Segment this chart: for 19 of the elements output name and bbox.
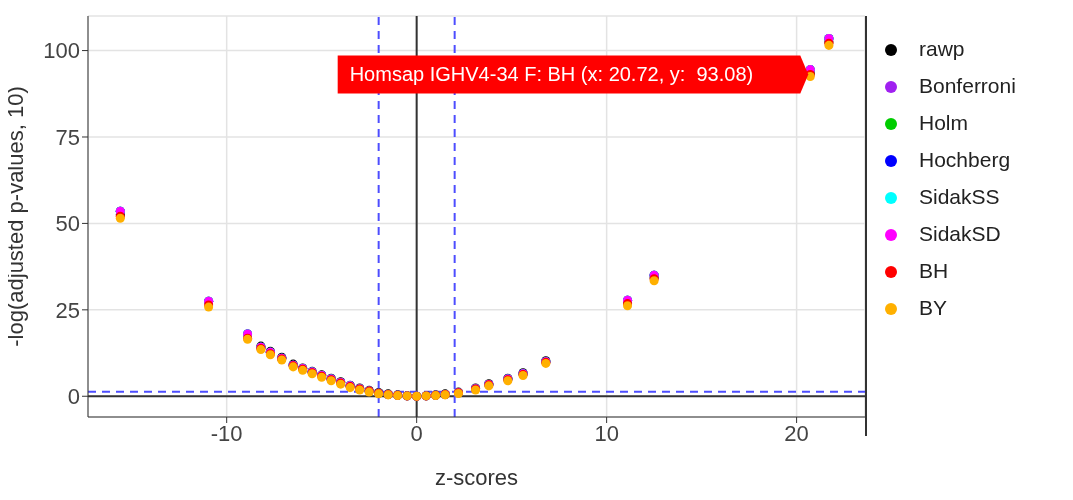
x-axis-title: z-scores bbox=[434, 465, 519, 490]
legend-label: rawp bbox=[919, 37, 965, 60]
x-tick-label: 20 bbox=[784, 420, 809, 446]
legend-label: Hochberg bbox=[919, 148, 1011, 171]
x-tick-label: 0 bbox=[410, 420, 423, 446]
x-tick-label: -10 bbox=[210, 420, 243, 446]
y-tick-label: 0 bbox=[67, 384, 80, 410]
legend-label: SidakSD bbox=[919, 222, 1001, 245]
legend-label: SidakSS bbox=[919, 185, 1000, 208]
y-tick-label: 100 bbox=[43, 38, 80, 64]
legend-label: BH bbox=[919, 259, 949, 282]
legend-label: BY bbox=[919, 296, 948, 319]
x-tick-label: 10 bbox=[594, 420, 619, 446]
annotation: Homsap IGHV4-34 F: BH (x: 20.72, y: 93.08) bbox=[349, 63, 754, 86]
legend-label: Bonferroni bbox=[919, 74, 1016, 97]
y-tick-label: 25 bbox=[55, 297, 80, 323]
y-tick-label: 50 bbox=[55, 211, 80, 237]
y-tick-label: 75 bbox=[55, 124, 80, 150]
legend-label: Holm bbox=[919, 111, 969, 134]
